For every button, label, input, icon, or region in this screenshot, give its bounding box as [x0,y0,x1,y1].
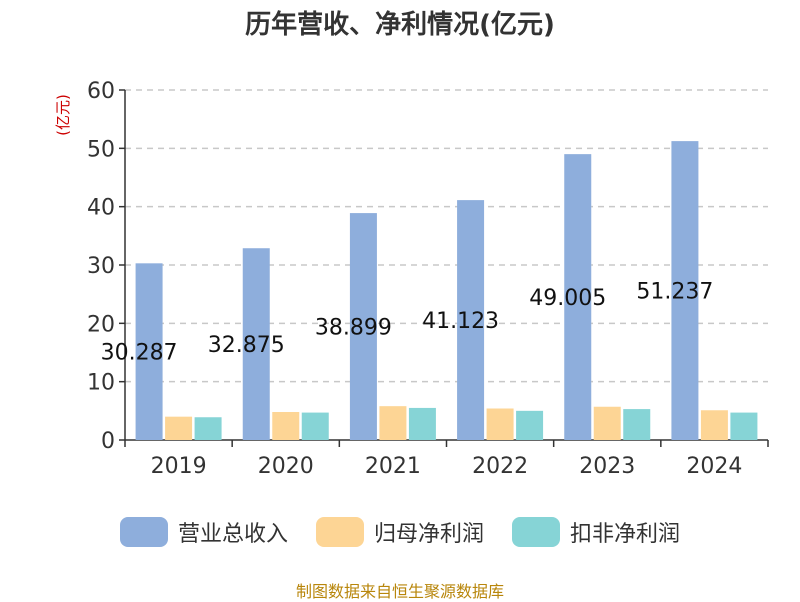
bar [379,406,407,440]
bar [730,412,758,440]
bar [135,263,163,440]
x-tick-label: 2020 [258,454,314,479]
data-label: 41.123 [422,309,499,334]
bar [700,410,728,440]
bar [486,408,514,440]
legend-swatch [315,517,364,547]
chart-title: 历年营收、净利情况(亿元) [245,10,555,40]
y-tick-label: 60 [87,79,115,104]
bar [671,141,699,440]
label-layer: 30.287 32.875 38.899 41.123 49.005 51.237 [101,280,714,366]
grid-layer [125,89,768,383]
legend-item[interactable]: 营业总收入 [119,516,288,548]
legend-label: 扣非净利润 [570,522,681,547]
bar [349,213,377,440]
bar [408,407,436,440]
y-tick-label: 40 [87,196,115,221]
x-tick-label: 2021 [365,454,421,479]
bar [194,417,222,440]
bar [242,248,270,440]
y-tick-label: 30 [87,254,115,279]
bar [301,412,329,440]
y-axis-unit-label: (亿元) [54,94,72,136]
data-label: 51.237 [636,280,713,305]
y-tick-label: 10 [87,371,115,396]
legend-swatch [512,517,560,547]
x-tick-label: 2024 [686,454,742,479]
legend-item[interactable]: 归母净利润 [315,516,484,548]
bar [165,416,193,440]
data-label: 49.005 [529,286,606,311]
bar [623,409,651,440]
data-label: 32.875 [208,333,285,358]
data-label: 30.287 [101,341,178,366]
data-label: 38.899 [315,316,392,341]
x-tick-label: 2023 [579,454,635,479]
x-tick-label: 2019 [151,454,207,479]
y-tick-label: 0 [101,429,115,454]
x-tick-label: 2022 [472,454,528,479]
bar [564,154,592,440]
legend-label: 归母净利润 [373,522,484,547]
axis-layer: 0 10 20 30 40 50 60 2019 2020 2021 2022 2023 2024 [87,79,769,479]
y-tick-label: 50 [87,137,115,162]
legend-swatch [119,517,168,547]
legend: 营业总收入 归母净利润 扣非净利润 [0,516,800,548]
y-tick-label: 20 [87,312,115,337]
bar [593,406,621,440]
source-note: 制图数据来自恒生聚源数据库 [295,582,504,601]
bar-layer [135,141,758,440]
bar [516,410,544,440]
bar [457,200,485,440]
bar [272,412,300,440]
legend-label: 营业总收入 [177,522,288,547]
legend-item[interactable]: 扣非净利润 [512,516,680,548]
